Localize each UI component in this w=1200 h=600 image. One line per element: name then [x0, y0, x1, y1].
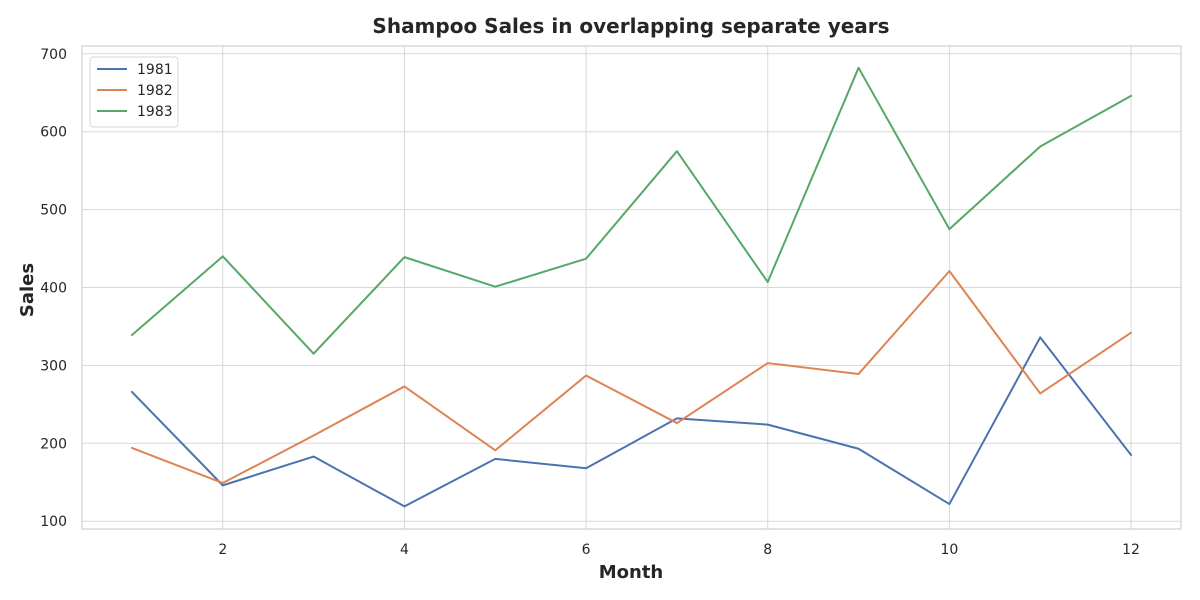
y-axis-ticks: 100 200 300 400 500 600 700: [40, 47, 67, 530]
y-tick-label: 500: [40, 203, 67, 219]
y-tick-label: 300: [40, 358, 67, 374]
legend-items: 1981 1982 1983: [97, 62, 173, 120]
legend-label-1983: 1983: [137, 104, 173, 120]
x-tick-label: 4: [400, 542, 409, 558]
plot-frame: [81, 45, 1182, 530]
x-axis-label: Month: [599, 562, 664, 583]
x-tick-label: 12: [1122, 542, 1140, 558]
legend-box: [89, 56, 179, 128]
x-tick-label: 2: [218, 542, 227, 558]
y-tick-label: 200: [40, 436, 67, 452]
x-tick-label: 8: [763, 542, 772, 558]
x-tick-label: 6: [582, 542, 591, 558]
x-axis-ticks: 2 4 6 8 10 12: [218, 542, 1140, 558]
series-layer: [130, 66, 1133, 508]
legend-label-1981: 1981: [137, 62, 173, 78]
y-axis-label: Sales: [17, 263, 38, 317]
chart-title: Shampoo Sales in overlapping separate ye…: [372, 14, 889, 38]
x-tick-label: 10: [940, 542, 958, 558]
series-line-1983: [130, 66, 1133, 355]
series-line-1982: [130, 270, 1133, 485]
grid-layer: [82, 46, 1181, 529]
y-tick-label: 700: [40, 47, 67, 63]
y-tick-label: 600: [40, 125, 67, 141]
y-tick-label: 400: [40, 281, 67, 297]
series-line-1981: [130, 336, 1133, 508]
legend-label-1982: 1982: [137, 83, 173, 99]
legend: 1981 1982 1983: [89, 56, 179, 128]
y-tick-label: 100: [40, 514, 67, 530]
